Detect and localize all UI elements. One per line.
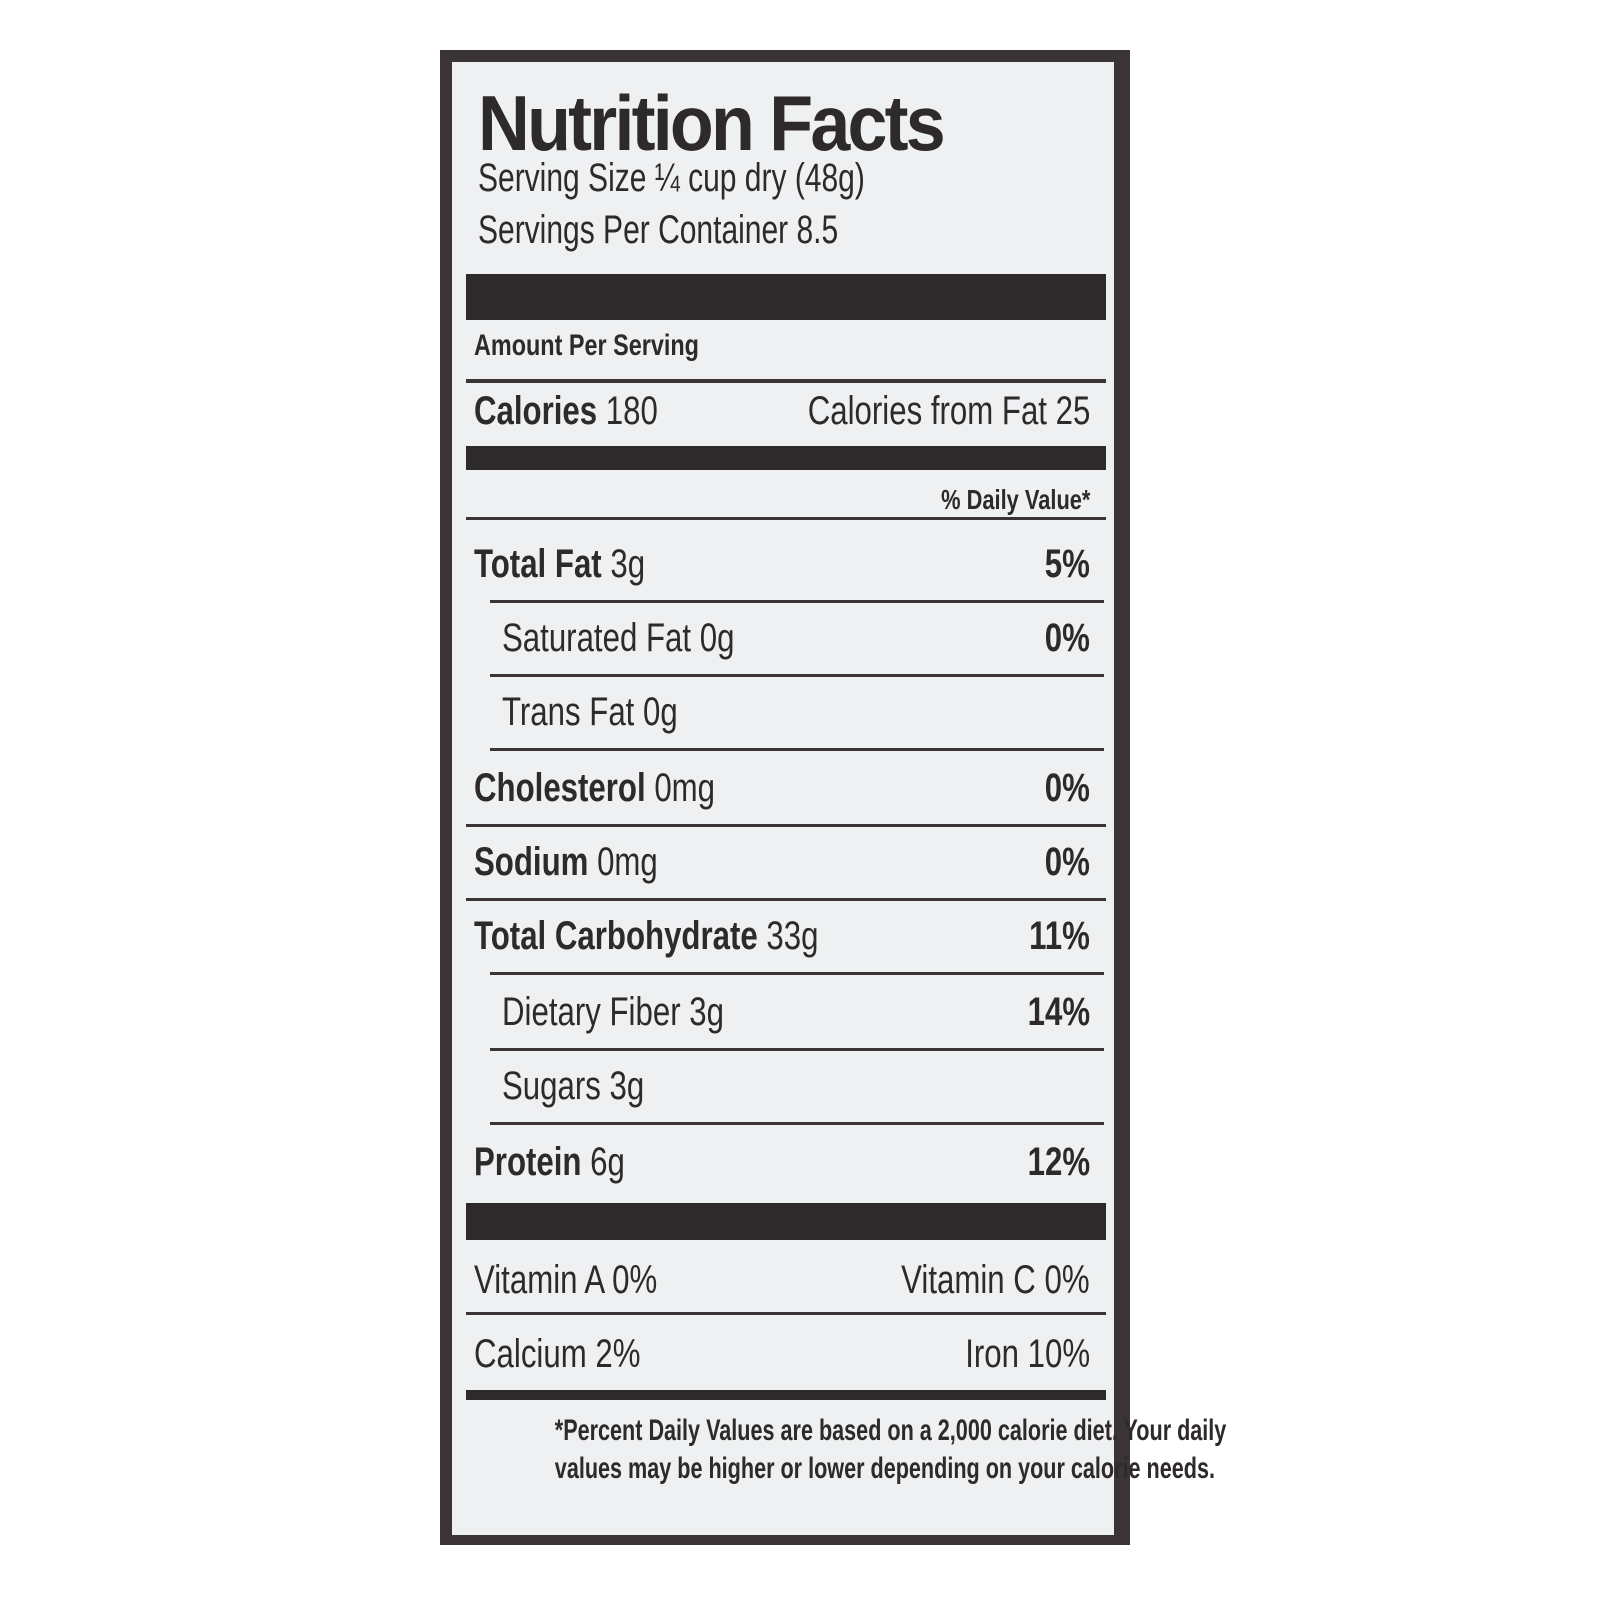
- nutrient-label: Sugars: [502, 1063, 601, 1108]
- nutrient-amount: 0g: [699, 615, 735, 660]
- nutrient-row: Protein 6g 12%: [474, 1138, 1090, 1186]
- nutrient-amount: 0mg: [654, 765, 716, 810]
- nutrient-label: Sodium: [474, 839, 589, 884]
- servings-per-container: Servings Per Container 8.5: [478, 208, 839, 252]
- nutrient-row: Saturated Fat 0g 0%: [474, 614, 1090, 662]
- nutrient-daily-value: 12%: [1027, 1139, 1090, 1184]
- nutrient-row: Sugars 3g: [474, 1062, 1090, 1110]
- divider: [490, 674, 1104, 677]
- nutrient-row: Cholesterol 0mg 0%: [474, 764, 1090, 812]
- thick-divider: [466, 1390, 1106, 1400]
- divider: [490, 600, 1104, 603]
- nutrient-amount: 0g: [643, 689, 678, 734]
- amount-per-serving: Amount Per Serving: [474, 329, 699, 362]
- footnote-line-2: values may be higher or lower depending …: [554, 1452, 1215, 1485]
- calories-value: 180: [605, 388, 658, 433]
- nutrient-row: Trans Fat 0g: [474, 688, 1090, 736]
- calories-from-fat-value: 25: [1055, 388, 1090, 433]
- nutrient-daily-value: 0%: [1044, 765, 1090, 810]
- nutrient-row: Total Carbohydrate 33g 11%: [474, 912, 1090, 960]
- nutrient-daily-value: 14%: [1027, 989, 1090, 1034]
- nutrient-amount: 3g: [610, 541, 646, 586]
- thick-divider: [466, 274, 1106, 320]
- divider: [490, 972, 1104, 975]
- nutrient-label: Total Fat: [474, 541, 602, 586]
- serving-size: Serving Size ¼ cup dry (48g): [478, 156, 865, 200]
- divider: [466, 898, 1106, 901]
- divider: [490, 748, 1104, 751]
- nutrient-row: Dietary Fiber 3g 14%: [474, 988, 1090, 1036]
- thick-divider: [466, 1203, 1106, 1240]
- nutrient-label: Protein: [474, 1139, 582, 1184]
- divider: [466, 824, 1106, 827]
- vitamin-row: Vitamin A 0% Vitamin C 0%: [474, 1256, 1090, 1304]
- vitamin-c: Vitamin C 0%: [901, 1257, 1090, 1302]
- nutrient-label: Total Carbohydrate: [474, 913, 758, 958]
- divider: [490, 1048, 1104, 1051]
- nutrient-daily-value: 5%: [1044, 541, 1090, 586]
- nutrient-amount: 33g: [766, 913, 819, 958]
- footnote-line-1: *Percent Daily Values are based on a 2,0…: [554, 1414, 1227, 1447]
- nutrient-label: Dietary Fiber: [502, 989, 681, 1034]
- calories-label: Calories: [474, 388, 598, 433]
- nutrient-label: Saturated Fat: [502, 615, 692, 660]
- nutrient-row: Total Fat 3g 5%: [474, 540, 1090, 588]
- divider: [466, 379, 1106, 383]
- calcium: Calcium 2%: [474, 1331, 641, 1376]
- nutrient-label: Cholesterol: [474, 765, 646, 810]
- divider: [466, 1312, 1106, 1315]
- thick-divider: [466, 446, 1106, 470]
- nutrient-amount: 3g: [689, 989, 724, 1034]
- iron: Iron 10%: [965, 1331, 1090, 1376]
- nutrient-row: Sodium 0mg 0%: [474, 838, 1090, 886]
- nutrient-amount: 0mg: [597, 839, 658, 884]
- nutrient-label: Trans Fat: [502, 689, 635, 734]
- nutrient-daily-value: 11%: [1029, 913, 1090, 958]
- nutrient-amount: 3g: [609, 1063, 645, 1108]
- nutrient-amount: 6g: [590, 1139, 625, 1184]
- divider: [490, 1122, 1104, 1125]
- vitamin-a: Vitamin A 0%: [474, 1257, 658, 1302]
- daily-value-header: % Daily Value*: [940, 484, 1090, 515]
- calories-from-fat-label: Calories from Fat: [807, 388, 1047, 433]
- calories-row: Calories 180 Calories from Fat 25: [474, 388, 1090, 434]
- divider: [466, 517, 1106, 520]
- mineral-row: Calcium 2% Iron 10%: [474, 1330, 1090, 1378]
- label-title: Nutrition Facts: [478, 79, 946, 167]
- nutrient-daily-value: 0%: [1044, 615, 1090, 660]
- nutrient-daily-value: 0%: [1044, 839, 1090, 884]
